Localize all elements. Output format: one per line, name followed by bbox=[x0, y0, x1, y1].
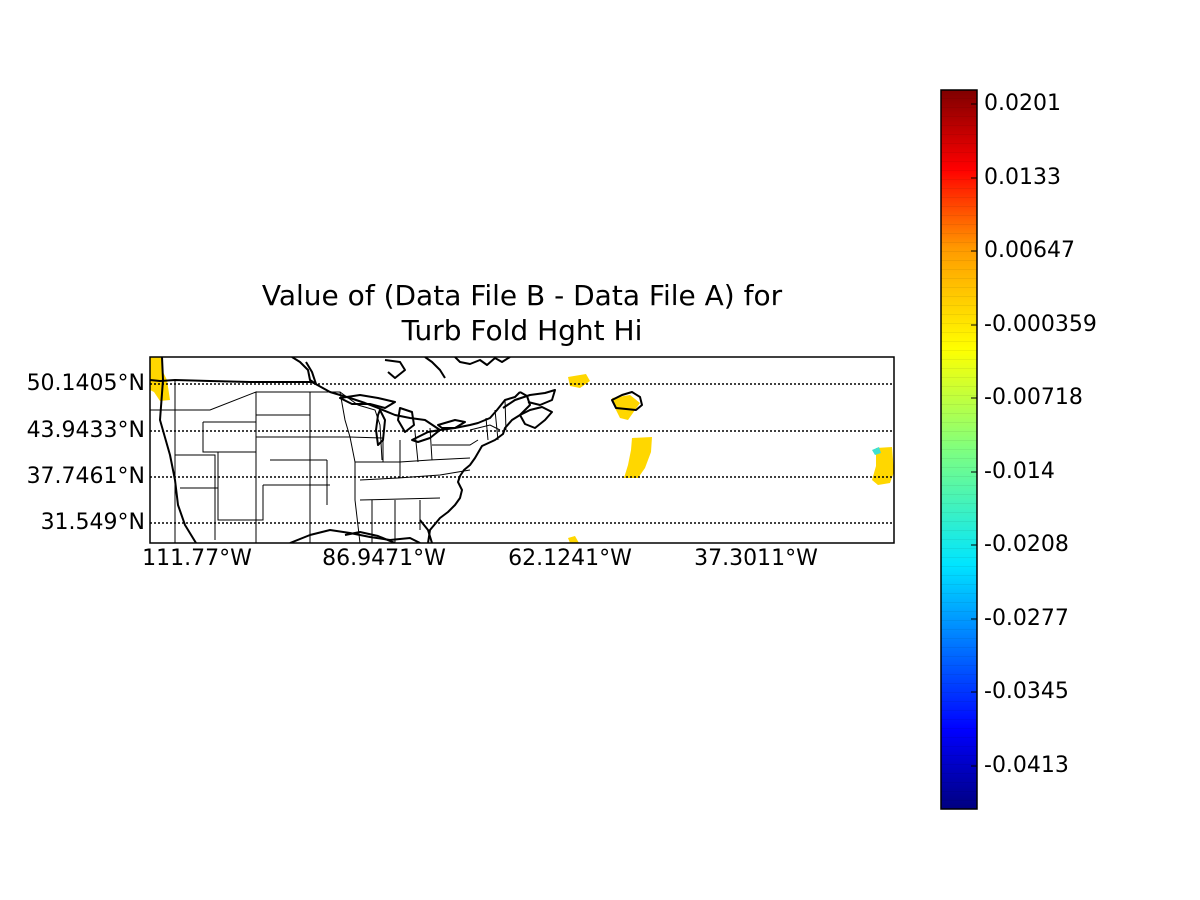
longitude-label: 62.1241°W bbox=[508, 546, 632, 571]
parallels bbox=[150, 383, 894, 524]
longitude-label: 86.9471°W bbox=[322, 546, 446, 571]
nova-scotia bbox=[519, 406, 553, 429]
colorbar-tick-label: -0.0413 bbox=[984, 753, 1069, 778]
atlantic-coast bbox=[427, 391, 531, 543]
colorbar-tick-label: -0.0345 bbox=[984, 679, 1069, 704]
great-lake-superior bbox=[339, 394, 396, 409]
latitude-label: 50.1405°N bbox=[26, 371, 145, 396]
field-patch-negative bbox=[872, 447, 881, 455]
latitude-label: 43.9433°N bbox=[26, 418, 145, 443]
map-panel bbox=[149, 356, 895, 544]
newfoundland bbox=[611, 391, 643, 411]
great-lake-erie bbox=[411, 429, 441, 443]
labrador-coast bbox=[454, 357, 511, 366]
colorbar-tick-label: -0.00718 bbox=[984, 385, 1083, 410]
quebec-coast bbox=[424, 357, 446, 379]
james-bay bbox=[384, 359, 406, 379]
cuba-bahamas bbox=[344, 531, 396, 543]
map-background bbox=[150, 357, 894, 543]
colorbar-ticks bbox=[971, 103, 977, 767]
latitude-label: 37.7461°N bbox=[26, 464, 145, 489]
pacific-coast bbox=[159, 357, 197, 543]
great-lake-huron bbox=[397, 407, 415, 433]
field-patch-south bbox=[568, 536, 579, 543]
plot-title-line2: Turb Fold Hght Hi bbox=[401, 314, 643, 347]
great-lake-michigan bbox=[375, 409, 386, 446]
colorbar bbox=[940, 89, 978, 810]
latitude-label: 31.549°N bbox=[40, 510, 145, 535]
field-patch-atlantic-1 bbox=[612, 395, 640, 420]
gulf-coast bbox=[289, 529, 421, 543]
colorbar-tick-label: -0.000359 bbox=[984, 312, 1097, 337]
colorbar-tick-label: 0.00647 bbox=[984, 238, 1075, 263]
longitude-label: 37.3011°W bbox=[694, 546, 818, 571]
state-borders bbox=[150, 380, 507, 543]
map-frame bbox=[149, 356, 895, 544]
plot-title: Value of (Data File B - Data File A) for… bbox=[150, 278, 894, 348]
us-canada-border bbox=[150, 379, 521, 431]
hudson-bay-coast bbox=[291, 357, 317, 385]
great-lake-ontario bbox=[437, 419, 466, 429]
colorbar-tick-label: -0.0208 bbox=[984, 532, 1069, 557]
gulf-st-lawrence bbox=[502, 389, 556, 409]
field-patch-atlantic-2 bbox=[624, 437, 652, 478]
field-patch-east-atlantic bbox=[872, 447, 894, 485]
plot-title-line1: Value of (Data File B - Data File A) for bbox=[261, 279, 783, 312]
field-patch-northwest bbox=[150, 357, 170, 401]
colorbar-bands bbox=[941, 90, 977, 809]
difference-field bbox=[150, 357, 894, 543]
field-patch-newfoundland bbox=[568, 374, 590, 388]
coastlines-borders bbox=[150, 357, 643, 543]
colorbar-tick-label: 0.0133 bbox=[984, 165, 1061, 190]
longitude-label: 111.77°W bbox=[142, 546, 252, 571]
colorbar-tick-label: -0.0277 bbox=[984, 606, 1069, 631]
colorbar-tick-label: -0.014 bbox=[984, 459, 1055, 484]
colorbar-tick-label: 0.0201 bbox=[984, 91, 1061, 116]
colorbar-frame bbox=[940, 89, 978, 810]
